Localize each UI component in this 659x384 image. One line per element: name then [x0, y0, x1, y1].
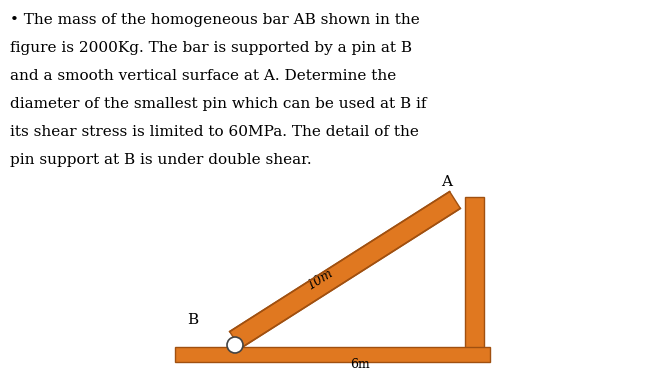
Text: pin support at B is under double shear.: pin support at B is under double shear.	[10, 153, 312, 167]
Text: 10m: 10m	[304, 267, 335, 293]
Polygon shape	[175, 347, 490, 362]
Text: diameter of the smallest pin which can be used at B if: diameter of the smallest pin which can b…	[10, 97, 426, 111]
Polygon shape	[465, 197, 484, 352]
Circle shape	[227, 337, 243, 353]
Text: and a smooth vertical surface at A. Determine the: and a smooth vertical surface at A. Dete…	[10, 69, 396, 83]
Text: its shear stress is limited to 60MPa. The detail of the: its shear stress is limited to 60MPa. Th…	[10, 125, 419, 139]
Text: 6m: 6m	[350, 358, 370, 371]
Text: A: A	[442, 175, 453, 189]
Text: B: B	[187, 313, 198, 327]
Text: • The mass of the homogeneous bar AB shown in the: • The mass of the homogeneous bar AB sho…	[10, 13, 420, 27]
Text: figure is 2000Kg. The bar is supported by a pin at B: figure is 2000Kg. The bar is supported b…	[10, 41, 412, 55]
Polygon shape	[229, 192, 461, 348]
